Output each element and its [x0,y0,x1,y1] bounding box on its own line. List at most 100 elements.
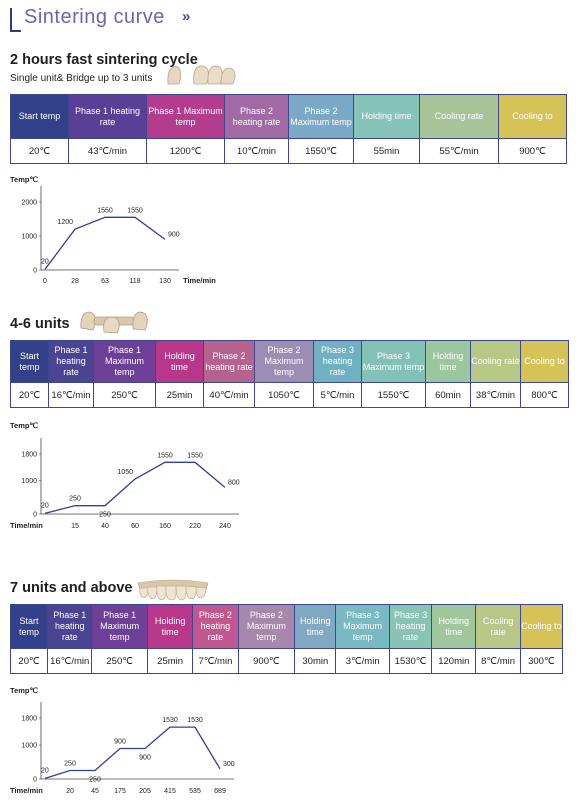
table-header-cell: Phase 1 heating rate [68,94,147,139]
table-header-cell: Holding time [155,340,204,383]
sintering-table: Start temp Phase 1 heating rate Phase 1 Ma… [10,340,569,408]
table-value-cell: 16℃/min [48,382,94,408]
header-bracket [10,8,21,32]
table-header-cell: Phase 1 Maximum temp [146,94,225,139]
y-tick-label: 1000 [21,234,37,241]
x-tick-label: 689 [214,788,226,795]
table-header-cell: Phase 2 heating rate [192,604,239,649]
table-value-cell: 3℃/min [335,648,390,674]
table-header-cell: Phase 3 Maximum temp [361,340,426,383]
table-header-cell: Holding time [294,604,337,649]
table-value-cell: 25min [155,382,204,408]
x-tick-label: 15 [71,523,79,530]
table-header-cell: Phase 2 heating rate [224,94,289,139]
table-header-cell: Cooling rate [475,604,521,649]
x-tick-label: 535 [189,788,201,795]
table-value-cell: 38℃/min [470,382,521,408]
x-tick-label: 205 [139,788,151,795]
table-header-cell: Cooling rate [470,340,521,383]
table-header-cell: Holding time [425,340,471,383]
sintering-table: Start temp Phase 1 heating rate Phase 1 Ma… [9,604,564,674]
x-tick-label: 175 [114,788,126,795]
point-label: 1530 [187,717,203,724]
table-value-cell: 250℃ [91,648,148,674]
table-header-cell: Phase 3 heating rate [388,604,433,649]
table-header-cell: Phase 3 heating rate [313,340,362,383]
table-value-cell: 7℃/min [192,648,239,674]
x-tick-label: 415 [164,788,176,795]
table-value-cell: 20℃ [10,382,49,408]
section-title: 2 hours fast sintering cycle [10,52,198,68]
x-tick-label: 0 [43,278,47,285]
full-arch-icon [137,579,209,601]
x-tick-label: 130 [159,278,171,285]
table-value-cell: 900℃ [498,138,567,164]
table-header-cell: Phase 1 Maximum temp [93,340,156,383]
table-value-cell: 40℃/min [203,382,255,408]
table-value-cell: 43℃/min [68,138,147,164]
table-value-cell: 1530℃ [388,648,433,674]
table-header-cell: Holding time [353,94,420,139]
table-value-cell: 30min [294,648,337,674]
x-axis-label: Time/min [183,276,216,285]
table-header-cell: Cooling to [520,340,569,383]
series-line [44,216,166,270]
point-label: 250 [64,761,76,768]
x-tick-label: 20 [66,788,74,795]
table-header-cell: Holding time [146,604,194,649]
x-tick-label: 240 [219,523,231,530]
table-header-cell: Cooling rate [419,94,499,139]
section-title: 7 units and above [10,580,133,596]
y-tick-label: 2000 [21,200,37,207]
table-header-cell: Phase 1 heating rate [47,604,93,649]
point-label: 900 [139,755,151,762]
bridge-icon [80,311,148,334]
table-header-cell: Cooling to [519,604,564,649]
table-value-cell: 900℃ [237,648,296,674]
table-value-cell: 1550℃ [288,138,354,164]
point-label: 1050 [117,469,133,476]
sintering-chart: Temp℃ 0 1000 1800 20 45 175 205 415 535 689 Time/mi… [10,686,235,795]
x-tick-label: 45 [91,788,99,795]
table-value-cell: 20℃ [9,648,49,674]
point-label: 1200 [57,219,73,226]
point-label: 300 [223,761,235,768]
table-value-cell: 800℃ [520,382,569,408]
table-value-cell: 1050℃ [254,382,314,408]
y-tick-label: 1000 [21,743,37,750]
section-title: 4-6 units [10,316,70,332]
point-label: 900 [168,231,180,238]
point-label: 900 [114,739,126,746]
x-tick-label: 28 [71,278,79,285]
table-value-cell: 25min [146,648,194,674]
point-label: 1530 [162,717,178,724]
point-label: 800 [228,479,240,486]
table-header-cell: Phase 2 heating rate [203,340,255,383]
section-subtitle: Single unit& Bridge up to 3 units [10,73,153,84]
table-value-cell: 1550℃ [361,382,426,408]
point-label: 250 [99,512,111,519]
table-header-cell: Cooling to [498,94,567,139]
point-label: 250 [69,496,81,503]
x-axis-label: Time/min [10,521,43,530]
table-value-cell: 10℃/min [224,138,289,164]
crowns-icon [167,65,236,85]
point-label: 20 [41,502,49,509]
x-tick-label: 60 [131,523,139,530]
point-label: 1550 [127,207,143,214]
table-value-cell: 5℃/min [313,382,362,408]
table-header-cell: Start temp [9,604,49,649]
table-header-cell: Start temp [10,94,69,139]
table-header-cell: Holding time [431,604,477,649]
table-value-cell: 300℃ [519,648,564,674]
table-value-cell: 1200℃ [146,138,225,164]
x-tick-label: 40 [101,523,109,530]
series-line [44,461,226,514]
y-tick-label: 0 [33,512,37,519]
point-label: 20 [41,258,49,265]
table-value-cell: 8℃/min [475,648,521,674]
table-header-cell: Phase 3 Maximum temp [335,604,390,649]
point-label: 1550 [187,452,203,459]
page-title: Sintering curve [24,6,165,28]
table-header-cell: Phase 1 Maximum temp [91,604,148,649]
